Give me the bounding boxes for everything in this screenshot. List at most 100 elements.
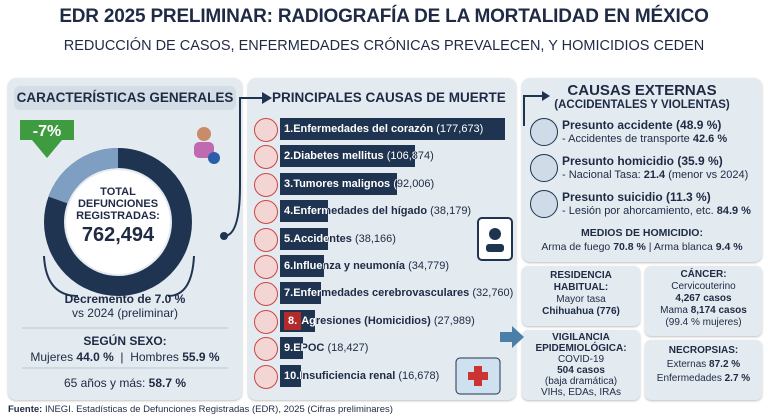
text-line: MEDIOS DE HOMICIDIO:: [522, 226, 762, 240]
cause-name: Agresiones (Homicidios): [301, 314, 316, 327]
text-line: Mama 8,174 casos: [645, 305, 762, 317]
cause-label: 1.Enfermedades del corazón (177,673): [280, 118, 483, 140]
cause-icon: [254, 309, 278, 334]
text-segment: INEGI. Estadísticas de Defunciones Regis…: [42, 404, 393, 415]
gender-icon: [208, 152, 220, 164]
text-line: Decremento de 7.0 %: [8, 292, 242, 306]
hospital-icon: [455, 357, 501, 395]
text-segment: | Hombres: [113, 350, 183, 364]
text-segment: NECROPSIAS:: [668, 345, 739, 356]
causes-title: PRINCIPALES CAUSAS DE MUERTE: [272, 90, 506, 105]
donut-arc: [48, 148, 119, 204]
cause-icon: [254, 364, 278, 389]
cause-rank: 2.: [284, 150, 294, 163]
text-segment: Presunto suicidio (11.3 %): [562, 190, 711, 204]
cause-icon: [254, 200, 278, 225]
text-segment: MEDIOS DE HOMICIDIO:: [581, 227, 703, 239]
text-line: CÁNCER:: [645, 269, 762, 281]
cause-rank: 10.: [284, 369, 300, 382]
cause-label: 8.Agresiones (Homicidios) (27,989): [280, 310, 315, 332]
text-segment: 42.6 %: [692, 133, 728, 145]
text-line: Arma de fuego 70.8 % | Arma blanca 9.4 %: [522, 240, 762, 254]
text-segment: COVID-19: [557, 354, 605, 365]
general-title: CARACTERÍSTICAS GENERALES: [14, 86, 236, 110]
text-segment: 55.9 %: [182, 350, 220, 364]
text-line: NECROPSIAS:: [645, 344, 762, 358]
text-segment: - Lesión por ahorcamiento, etc.: [562, 205, 717, 217]
cause-name: Tumores malignos: [293, 177, 391, 190]
text-segment: VIHs, EDAs, IRAs: [540, 387, 621, 398]
cause-value: (18,427): [327, 342, 369, 355]
cause-label: 6.Influenza y neumonía (34,779): [280, 255, 324, 277]
text-segment: Fuente:: [8, 404, 43, 415]
external-icon: [530, 118, 558, 146]
total: 762,494: [81, 224, 155, 246]
cause-rank: 8.: [284, 311, 302, 330]
text-line: - Accidentes de transporte 42.6 %: [562, 132, 727, 146]
bar: 6.Influenza y neumonía (34,779): [280, 255, 325, 277]
cause-value: (16,678): [398, 369, 440, 382]
text-line: EPIDEMIOLÓGICA:: [522, 343, 640, 354]
title: EDR 2025 PRELIMINAR: RADIOGRAFÍA DE LA M…: [59, 6, 709, 27]
arrow: [220, 92, 272, 240]
text-line: Chihuahua (776): [522, 306, 640, 318]
text-line: Mayor tasa: [522, 294, 640, 306]
cause-name: Enfermedades del corazón: [293, 123, 434, 135]
cause-label: 5.Accidentes (38,166): [280, 228, 328, 250]
cause-row: 2.Diabetes mellitus (106,874)2.Diabetes …: [280, 145, 512, 168]
decrement: Decremento de 7.0 % vs 2024 (preliminar): [8, 292, 242, 320]
cause-row: 3.Tumores malignos (92,006)3.Tumores mal…: [280, 172, 512, 195]
total-label-line: TOTAL: [100, 186, 136, 198]
cause-rank: 5.: [284, 232, 294, 245]
cause-label: 2.Diabetes mellitus (106,874): [280, 145, 415, 167]
cause-icon: [254, 145, 278, 170]
cause-row: 9.EPOC (18,427)9.EPOC (18,427): [280, 337, 512, 360]
cause-row: 6.Influenza y neumonía (34,779)6.Influen…: [280, 255, 512, 277]
cause-label: 4.Enfermedades del hígado (38,179): [280, 200, 328, 222]
external-title: CAUSAS EXTERNAS: [567, 82, 717, 99]
external-item: Presunto suicidio (11.3 %) - Lesión por a…: [562, 190, 751, 218]
text-line: 504 casos: [522, 365, 640, 376]
text-segment: | Arma blanca: [645, 241, 716, 253]
cause-name: Insuficiencia renal: [299, 370, 301, 382]
connector: [167, 255, 195, 297]
cause-value: (27,989): [433, 314, 475, 327]
text-segment: (baja dramática): [544, 376, 618, 387]
cause-row: 4.Enfermedades del hígado (38,179)4.Enfe…: [280, 200, 512, 223]
text-segment: vs 2024 (preliminar): [71, 306, 179, 320]
text-line: HABITUAL:: [522, 282, 640, 294]
text-segment: 8,174 casos: [690, 305, 747, 316]
text-line: 4,267 casos: [645, 293, 762, 305]
cause-icon: [254, 118, 278, 142]
bar: 4.Enfermedades del hígado (38,179): [280, 200, 329, 223]
surveillance: VIGILANCIA EPIDEMIOLÓGICA: COVID-19 504 cas…: [522, 330, 640, 400]
text-line: COVID-19: [522, 354, 640, 365]
cause-value: (34,779): [408, 260, 450, 272]
necropsy: NECROPSIAS: Externas 87.2 % Enfermedades 2…: [645, 340, 762, 400]
bar: 1.Enfermedades del corazón (177,673): [280, 118, 505, 140]
text-line: Fuente: INEGI. Estadísticas de Defuncion…: [8, 404, 393, 415]
text-line: (baja dramática): [522, 376, 640, 387]
cause-label: 7.Enfermedades cerebrovasculares (32,760…: [280, 282, 321, 304]
decrease-arrow: [20, 120, 74, 158]
text-line: RESIDENCIA: [522, 270, 640, 282]
age: 65 años y más: 58.7 %: [8, 376, 242, 390]
donut-hole: [66, 170, 170, 274]
total-label-line: DEFUNCIONES: [77, 198, 159, 210]
cause-value: (38,179): [430, 205, 472, 218]
text-segment: EPIDEMIOLÓGICA:: [535, 343, 627, 354]
text-segment: 9.4 %: [715, 241, 743, 253]
text-segment: 21.4: [643, 169, 666, 181]
text-segment: 2.7 %: [724, 373, 751, 384]
text-line: Presunto accidente (48.9 %): [562, 118, 727, 132]
text-line: vs 2024 (preliminar): [8, 306, 242, 320]
text-segment: Externas: [666, 359, 710, 370]
general-graphics: [20, 120, 228, 369]
cause-icon: [254, 337, 278, 362]
text-segment: 84.9 %: [716, 205, 751, 217]
arrow: [500, 326, 524, 348]
external-icon: [530, 154, 558, 182]
text-segment: 4,267 casos: [675, 293, 732, 304]
text-line: Cervicouterino: [645, 281, 762, 293]
residence: RESIDENCIA HABITUAL: Mayor tasa Chihuahua (…: [522, 266, 640, 326]
